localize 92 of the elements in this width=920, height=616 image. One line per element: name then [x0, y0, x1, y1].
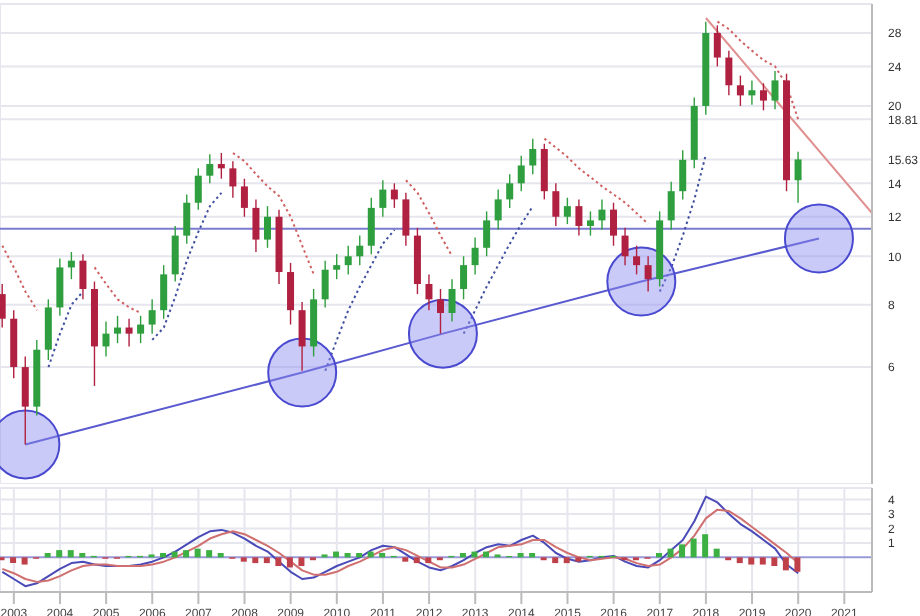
bar: [194, 548, 201, 558]
bar: [252, 557, 259, 564]
bar: [21, 557, 28, 565]
candlestick: [114, 315, 122, 344]
bar: [690, 538, 697, 558]
bar: [206, 550, 213, 558]
bar: [275, 557, 282, 566]
candlestick: [540, 143, 548, 201]
bar: [702, 534, 709, 558]
point: [267, 337, 338, 408]
candlestick: [725, 50, 733, 97]
candlestick: [667, 181, 675, 231]
candlestick: [333, 253, 341, 280]
bar: [10, 557, 17, 564]
bar: [782, 557, 789, 571]
candlestick: [44, 298, 52, 361]
candlestick: [736, 74, 744, 107]
candlestick: [125, 317, 133, 348]
bar: [263, 557, 270, 564]
candlestick: [344, 245, 352, 276]
candlestick: [402, 192, 410, 247]
candlestick: [575, 198, 583, 237]
bar: [286, 557, 293, 568]
candlestick: [148, 298, 156, 335]
candlestick: [748, 79, 756, 106]
candlestick: [56, 257, 64, 317]
candlestick: [102, 320, 110, 358]
candlestick: [229, 160, 237, 199]
bar: [667, 548, 674, 558]
candlestick: [287, 262, 295, 326]
candlestick: [460, 255, 468, 301]
candlestick: [0, 283, 6, 329]
candlestick: [263, 205, 271, 249]
candlestick: [367, 197, 375, 255]
candlestick: [517, 155, 525, 192]
bar: [794, 557, 801, 572]
candlestick: [425, 273, 433, 311]
candlestick: [586, 210, 594, 237]
bar: [67, 550, 74, 558]
candlestick: [137, 315, 145, 344]
candlestick: [448, 278, 456, 323]
candlestick: [679, 149, 687, 201]
candlestick: [183, 193, 191, 245]
bar: [713, 548, 720, 558]
bar: [413, 557, 420, 564]
bar: [56, 550, 63, 558]
candlestick: [644, 255, 652, 293]
candlestick: [379, 179, 387, 218]
candlestick: [471, 236, 479, 276]
line-series: [1, 495, 800, 588]
candlestick: [160, 264, 168, 320]
bar: [425, 557, 432, 564]
candlestick: [217, 152, 225, 180]
candlestick: [321, 259, 329, 309]
bar: [748, 557, 755, 565]
candlestick: [390, 182, 398, 209]
candlestick: [598, 198, 606, 231]
candlestick: [552, 182, 560, 227]
candlestick: [759, 82, 767, 112]
bar: [736, 557, 743, 564]
bar: [298, 557, 305, 566]
candlestick: [252, 198, 260, 253]
candlestick: [610, 202, 618, 247]
candlestick: [206, 153, 214, 185]
candlestick: [79, 253, 87, 301]
candlestick: [171, 225, 179, 283]
bar: [759, 557, 766, 565]
bar: [183, 550, 190, 558]
candlestick: [494, 188, 502, 231]
line-series: [1, 508, 800, 583]
candlestick: [240, 178, 248, 218]
candlestick: [529, 137, 537, 175]
bar: [563, 557, 570, 564]
point: [783, 203, 854, 274]
bar: [679, 544, 686, 558]
candlestick: [310, 288, 318, 358]
candlestick: [563, 197, 571, 225]
candlestick: [298, 301, 306, 372]
candlestick: [771, 70, 779, 110]
candlestick: [506, 173, 514, 209]
candlestick: [437, 288, 444, 335]
bar: [771, 557, 778, 566]
candlestick: [21, 355, 29, 446]
bar: [552, 557, 559, 564]
candlestick: [483, 210, 491, 257]
candlestick: [194, 167, 202, 211]
candlestick: [713, 24, 721, 68]
candlestick: [794, 150, 802, 204]
candlestick: [621, 227, 629, 266]
point: [407, 298, 478, 369]
candlestick: [356, 234, 364, 266]
candlestick: [633, 245, 641, 276]
